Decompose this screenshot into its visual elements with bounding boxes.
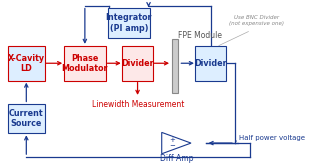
Text: Phase
Modulator: Phase Modulator — [62, 54, 108, 73]
Text: +: + — [169, 137, 175, 143]
Text: Current
Source: Current Source — [9, 109, 43, 128]
FancyBboxPatch shape — [195, 46, 226, 81]
Text: Use BNC Divider
(not expensive one): Use BNC Divider (not expensive one) — [229, 15, 284, 26]
FancyBboxPatch shape — [107, 8, 150, 38]
Text: Diff Amp: Diff Amp — [160, 154, 193, 163]
Text: Divider: Divider — [194, 59, 227, 68]
Text: X-Cavity
LD: X-Cavity LD — [8, 54, 45, 73]
FancyBboxPatch shape — [172, 39, 178, 93]
Text: FPE Module: FPE Module — [178, 31, 222, 40]
Text: −: − — [169, 143, 175, 149]
Polygon shape — [162, 132, 191, 154]
Text: Divider: Divider — [121, 59, 154, 68]
FancyBboxPatch shape — [122, 46, 153, 81]
Text: Half power voltage: Half power voltage — [239, 135, 305, 141]
FancyBboxPatch shape — [8, 46, 45, 81]
Text: Linewidth Measurement: Linewidth Measurement — [92, 100, 185, 109]
FancyBboxPatch shape — [64, 46, 106, 81]
Text: Integrator
(PI amp): Integrator (PI amp) — [106, 13, 152, 33]
FancyBboxPatch shape — [8, 104, 45, 133]
